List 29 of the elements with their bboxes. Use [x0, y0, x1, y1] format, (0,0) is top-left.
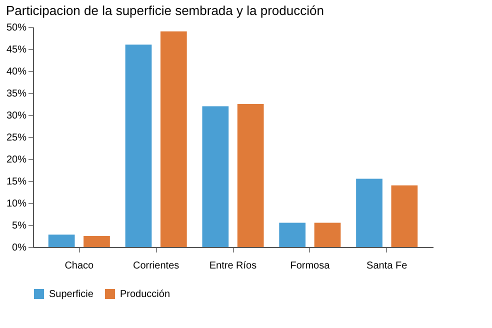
- y-tick-label: 25%: [6, 132, 27, 144]
- y-tick-label: 35%: [6, 88, 27, 100]
- bar: [202, 106, 229, 247]
- x-tick-label: Formosa: [290, 260, 330, 272]
- x-tick-label: Entre Ríos: [209, 260, 257, 272]
- y-tick-label: 5%: [12, 220, 27, 232]
- y-tick-label: 30%: [6, 110, 27, 122]
- legend-label: Superficie: [49, 289, 94, 300]
- y-tick-label: 45%: [6, 44, 27, 56]
- x-tick-label: Corrientes: [133, 260, 180, 272]
- bar: [84, 236, 110, 247]
- legend-label: Producción: [120, 289, 170, 300]
- chart-title: Participacion de la superficie sembrada y la producción: [6, 3, 324, 18]
- bar: [356, 178, 382, 247]
- bar: [48, 234, 75, 247]
- x-tick-label: Chaco: [64, 260, 94, 272]
- y-tick-label: 10%: [6, 198, 27, 210]
- y-tick-label: 0%: [12, 242, 27, 254]
- y-tick-label: 40%: [6, 66, 27, 78]
- y-tick-label: 15%: [6, 176, 27, 188]
- y-tick-label: 50%: [6, 22, 27, 34]
- bar: [279, 222, 306, 247]
- bar: [237, 104, 264, 247]
- y-tick-label: 20%: [6, 154, 27, 166]
- x-tick-label: Santa Fe: [366, 260, 408, 272]
- bar: [391, 185, 418, 247]
- bar: [314, 222, 341, 247]
- bar: [125, 44, 152, 247]
- bar: [160, 31, 187, 247]
